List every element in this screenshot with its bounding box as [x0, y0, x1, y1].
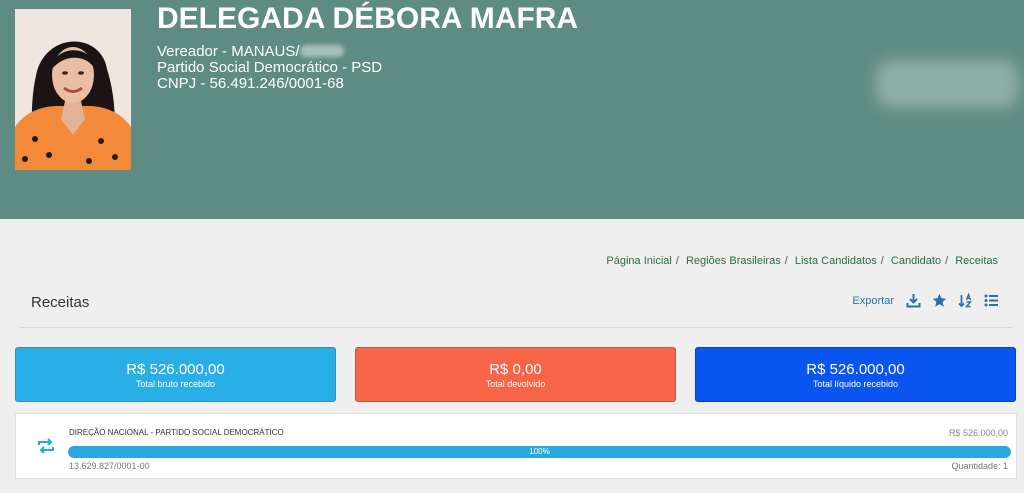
donor-quantity: Quantidade: 1	[951, 461, 1008, 471]
redacted-candidate-number	[876, 60, 1018, 108]
donor-amount: R$ 526.000,00	[948, 428, 1008, 438]
toolbar: Exportar	[852, 292, 1000, 309]
summary-card-net: R$ 526.000,00 Total líquido recebido	[695, 347, 1016, 402]
section-title: Receitas	[31, 294, 90, 311]
donor-row[interactable]: DIREÇÃO NACIONAL - PARTIDO SOCIAL DEMOCR…	[15, 413, 1017, 479]
star-icon[interactable]	[931, 292, 948, 309]
breadcrumb-home[interactable]: Página Inicial	[606, 255, 672, 267]
summary-card-gross: R$ 526.000,00 Total bruto recebido	[15, 347, 336, 402]
net-caption: Total líquido recebido	[812, 379, 899, 389]
gross-amount: R$ 526.000,00	[126, 361, 225, 378]
sort-icon[interactable]	[957, 292, 974, 309]
donor-cnpj: 13.629.827/0001-00	[69, 461, 150, 471]
candidate-photo	[15, 9, 131, 170]
returned-amount: R$ 0,00	[489, 361, 542, 378]
candidate-party: Partido Social Democrático - PSD	[157, 59, 383, 76]
candidate-role-text: Vereador - MANAUS/	[157, 43, 300, 60]
export-button[interactable]: Exportar	[852, 294, 894, 307]
repeat-icon	[36, 438, 56, 459]
returned-caption: Total devolvido	[485, 379, 546, 389]
list-icon[interactable]	[983, 292, 1000, 309]
section-divider	[20, 327, 1012, 328]
download-icon[interactable]	[905, 292, 922, 309]
redacted-city	[299, 45, 344, 57]
summary-card-returned: R$ 0,00 Total devolvido	[355, 347, 676, 402]
breadcrumb-current: Receitas	[955, 255, 998, 267]
breadcrumb-candidate[interactable]: Candidato	[890, 255, 942, 267]
candidate-name: DELEGADA DÉBORA MAFRA	[157, 2, 579, 35]
breadcrumb: Página Inicial / Regiões Brasileiras / Lis…	[606, 255, 998, 267]
net-amount: R$ 526.000,00	[806, 361, 905, 378]
donation-progress-fill: 100%	[68, 446, 1011, 458]
breadcrumb-candidate-list[interactable]: Lista Candidatos	[794, 255, 877, 267]
breadcrumb-regions[interactable]: Regiões Brasileiras	[685, 255, 781, 267]
donor-name: DIREÇÃO NACIONAL - PARTIDO SOCIAL DEMOCR…	[69, 428, 284, 437]
candidate-header: DELEGADA DÉBORA MAFRA Vereador - MANAUS/…	[0, 0, 1024, 219]
gross-caption: Total bruto recebido	[135, 379, 216, 389]
donation-progress-bar: 100%	[68, 446, 1011, 458]
candidate-info: Vereador - MANAUS/ Partido Social Democr…	[157, 44, 382, 92]
candidate-role: Vereador - MANAUS/	[157, 44, 382, 60]
candidate-cnpj: CNPJ - 56.491.246/0001-68	[157, 75, 344, 92]
